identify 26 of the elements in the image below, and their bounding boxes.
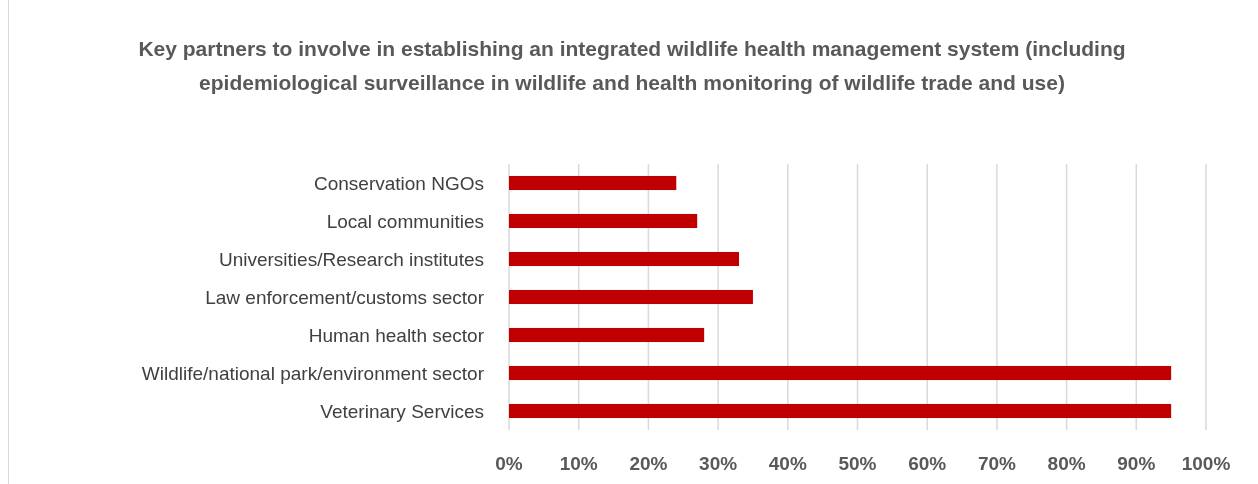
y-tick-label: Universities/Research institutes [218, 248, 484, 270]
x-tick-label: 80% [1047, 453, 1086, 474]
bar [509, 289, 753, 305]
x-tick-label: 90% [1117, 453, 1156, 474]
x-tick-label: 0% [495, 453, 523, 474]
bar [509, 251, 740, 267]
y-tick-label: Veterinary Services [320, 400, 484, 422]
bar [509, 365, 1172, 381]
bar [509, 403, 1172, 419]
x-tick-label: 60% [908, 453, 947, 474]
x-tick-label: 10% [559, 453, 598, 474]
chart-title: Key partners to involve in establishing an integrated wildlife health management system (including epidemiological surveillance in wildlife and health monitoring of wildlife trade and use) [138, 37, 1126, 94]
bar [509, 213, 698, 229]
x-tick-label: 20% [629, 453, 668, 474]
y-tick-label: Human health sector [308, 324, 485, 346]
x-tick-label: 70% [977, 453, 1017, 474]
bar [509, 175, 677, 191]
x-tick-label: 40% [768, 453, 807, 474]
x-tick-label: 30% [699, 453, 738, 474]
y-tick-label: Law enforcement/customs sector [205, 286, 485, 308]
x-tick-label: 100% [1181, 453, 1231, 474]
x-tick-label: 50% [838, 453, 877, 474]
bar [509, 327, 705, 343]
y-tick-label: Conservation NGOs [313, 172, 484, 194]
y-tick-label: Wildlife/national park/environment sector [141, 362, 485, 384]
y-tick-label: Local communities [326, 210, 484, 232]
